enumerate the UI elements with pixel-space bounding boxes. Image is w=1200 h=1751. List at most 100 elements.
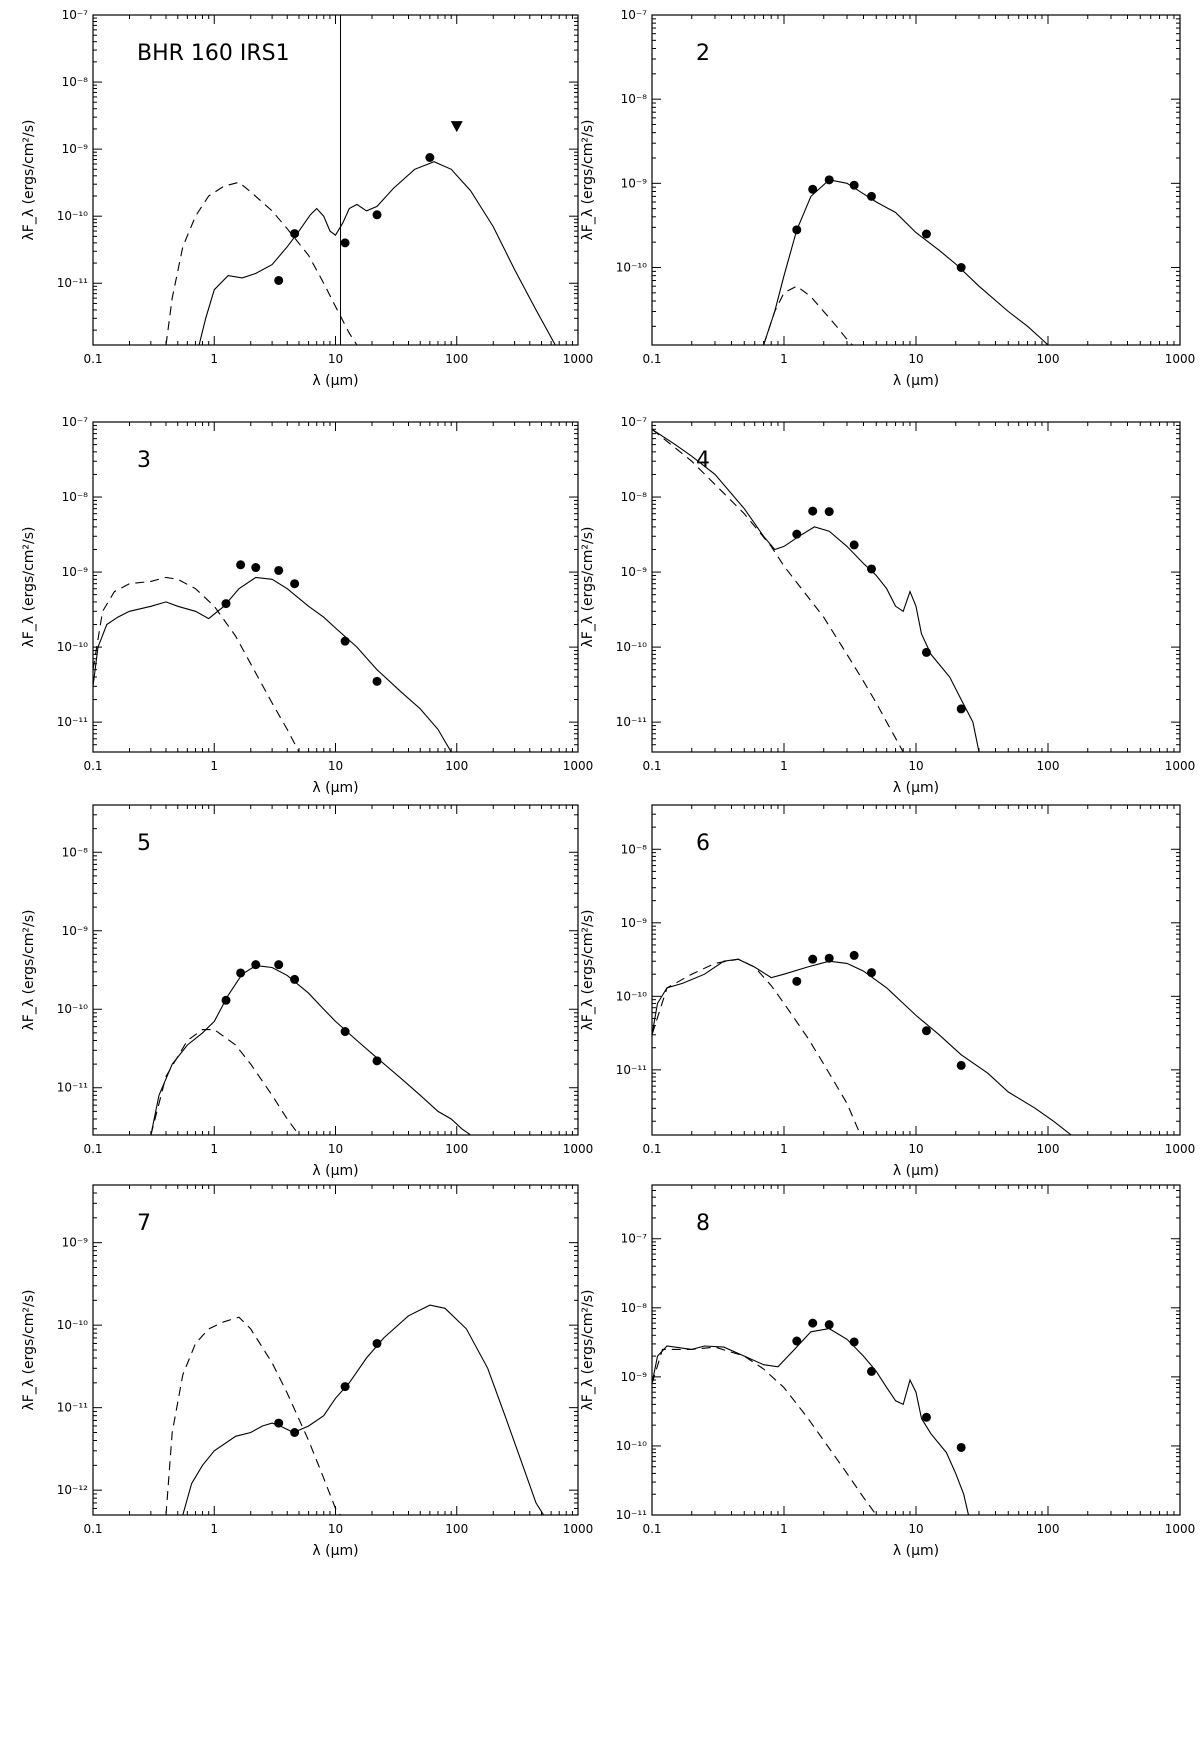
data-point bbox=[849, 1337, 859, 1347]
data-point bbox=[921, 229, 931, 239]
data-point bbox=[236, 968, 246, 978]
x-tick-label: 100 bbox=[1037, 352, 1060, 366]
x-axis-label: λ (μm) bbox=[312, 373, 358, 389]
y-tick-label: 10⁻¹⁰ bbox=[616, 260, 647, 274]
data-point bbox=[340, 238, 350, 248]
plot-frame bbox=[92, 804, 579, 1136]
data-point bbox=[808, 1318, 818, 1328]
data-point bbox=[372, 1056, 382, 1066]
data-point bbox=[221, 995, 231, 1005]
x-tick-label: 0.1 bbox=[83, 759, 102, 773]
data-point bbox=[236, 560, 246, 570]
x-tick-label: 1 bbox=[210, 759, 218, 773]
data-point bbox=[251, 563, 261, 573]
model-sed-curve bbox=[182, 1304, 545, 1515]
y-tick-label: 10⁻⁷ bbox=[62, 415, 89, 429]
photosphere-curve bbox=[165, 1316, 341, 1515]
data-point bbox=[372, 1338, 382, 1348]
y-tick-label: 10⁻¹¹ bbox=[616, 1508, 647, 1522]
panel-label: 4 bbox=[696, 448, 710, 473]
x-tick-label: 0.1 bbox=[642, 1142, 661, 1156]
data-point bbox=[956, 262, 966, 272]
panel-label: 3 bbox=[137, 448, 151, 473]
data-point bbox=[792, 529, 802, 539]
sed-panel-3: 0.1 1 10 100 1000 10⁻¹¹ 10⁻¹⁰ 10⁻⁹ 10⁻⁸ 10⁻⁷ λ (μm… bbox=[21, 415, 593, 796]
y-tick-label: 10⁻⁷ bbox=[621, 415, 648, 429]
model-sed-curve bbox=[198, 161, 556, 345]
data-point bbox=[866, 968, 876, 978]
data-point bbox=[956, 704, 966, 714]
y-axis-label: λF_λ (ergs/cm²/s) bbox=[580, 1290, 596, 1411]
y-axis-label: λF_λ (ergs/cm²/s) bbox=[580, 120, 596, 241]
x-tick-label: 1 bbox=[210, 352, 218, 366]
sed-panel-8: 0.1 1 10 100 1000 10⁻¹¹ 10⁻¹⁰ 10⁻⁹ 10⁻⁸ 10⁻⁷ λ (μm… bbox=[580, 1184, 1195, 1559]
data-point bbox=[251, 960, 261, 970]
y-axis-label: λF_λ (ergs/cm²/s) bbox=[21, 1290, 37, 1411]
x-axis-label: λ (μm) bbox=[312, 1543, 358, 1559]
y-tick-label: 10⁻⁹ bbox=[62, 924, 89, 938]
x-tick-label: 1 bbox=[780, 1142, 788, 1156]
y-tick-label: 10⁻¹¹ bbox=[616, 715, 647, 729]
y-tick-label: 10⁻⁸ bbox=[621, 92, 648, 106]
x-tick-label: 1 bbox=[780, 759, 788, 773]
y-axis-label: λF_λ (ergs/cm²/s) bbox=[21, 120, 37, 241]
x-axis-label: λ (μm) bbox=[893, 780, 939, 796]
x-tick-label: 1 bbox=[780, 352, 788, 366]
y-tick-label: 10⁻¹² bbox=[57, 1483, 88, 1497]
x-tick-label: 100 bbox=[445, 759, 468, 773]
data-point bbox=[824, 175, 834, 185]
data-point bbox=[824, 953, 834, 963]
x-tick-label: 1000 bbox=[563, 759, 594, 773]
data-point bbox=[425, 153, 435, 163]
x-tick-label: 10 bbox=[908, 759, 923, 773]
model-sed-curve bbox=[652, 428, 980, 752]
data-point bbox=[808, 506, 818, 516]
data-point bbox=[808, 954, 818, 964]
plot-frame bbox=[651, 14, 1181, 346]
plot-frame bbox=[651, 421, 1181, 753]
data-point bbox=[274, 1418, 284, 1428]
data-point bbox=[866, 564, 876, 574]
photosphere-curve bbox=[165, 181, 358, 345]
x-tick-label: 10 bbox=[328, 759, 343, 773]
y-tick-label: 10⁻⁸ bbox=[62, 75, 89, 89]
data-point bbox=[290, 229, 300, 239]
plot-frame bbox=[651, 804, 1181, 1136]
data-point bbox=[849, 180, 859, 190]
x-axis-label: λ (μm) bbox=[893, 1543, 939, 1559]
x-tick-label: 1 bbox=[210, 1142, 218, 1156]
y-tick-label: 10⁻⁹ bbox=[621, 176, 648, 190]
y-tick-label: 10⁻¹⁰ bbox=[616, 989, 647, 1003]
data-point bbox=[372, 676, 382, 686]
x-tick-label: 100 bbox=[445, 352, 468, 366]
y-axis-label: λF_λ (ergs/cm²/s) bbox=[21, 527, 37, 648]
y-tick-label: 10⁻¹¹ bbox=[57, 1401, 88, 1415]
photosphere-curve bbox=[652, 958, 862, 1135]
y-tick-label: 10⁻⁸ bbox=[621, 1301, 648, 1315]
sed-panel-2: 0.1 1 10 100 1000 10⁻¹⁰ 10⁻⁹ 10⁻⁸ 10⁻⁷ λ (μm) λF_λ… bbox=[580, 8, 1195, 389]
model-sed-curve bbox=[652, 1328, 970, 1515]
panel-label: 7 bbox=[137, 1211, 151, 1236]
data-point bbox=[866, 191, 876, 201]
x-tick-label: 1 bbox=[780, 1522, 788, 1536]
x-tick-label: 10 bbox=[328, 1142, 343, 1156]
y-tick-label: 10⁻¹¹ bbox=[616, 1063, 647, 1077]
data-point bbox=[290, 579, 300, 589]
data-point bbox=[849, 950, 859, 960]
y-tick-label: 10⁻⁹ bbox=[621, 916, 648, 930]
y-tick-label: 10⁻¹⁰ bbox=[57, 1002, 88, 1016]
data-point bbox=[274, 565, 284, 575]
y-tick-label: 10⁻⁷ bbox=[621, 1232, 648, 1246]
data-point bbox=[792, 1336, 802, 1346]
upper-limit-marker bbox=[450, 121, 463, 133]
y-tick-label: 10⁻⁹ bbox=[62, 1236, 89, 1250]
x-tick-label: 1000 bbox=[563, 352, 594, 366]
photosphere-curve bbox=[93, 576, 300, 752]
model-sed-curve bbox=[93, 576, 452, 752]
x-tick-label: 10 bbox=[328, 352, 343, 366]
y-tick-label: 10⁻⁹ bbox=[621, 565, 648, 579]
y-tick-label: 10⁻¹⁰ bbox=[616, 1439, 647, 1453]
panel-label: 6 bbox=[696, 831, 710, 856]
data-point bbox=[792, 225, 802, 235]
x-tick-label: 1000 bbox=[563, 1142, 594, 1156]
